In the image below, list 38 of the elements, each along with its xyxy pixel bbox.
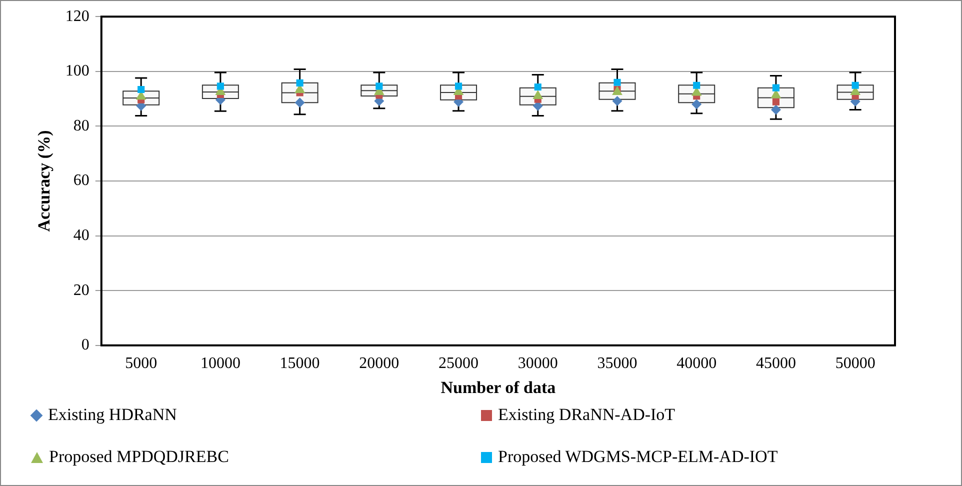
x-tick-label: 10000 [200,355,240,372]
legend-label: Existing HDRaNN [48,405,177,425]
legend-label: Proposed WDGMS-MCP-ELM-AD-IOT [498,447,778,467]
x-tick-label: 30000 [518,355,558,372]
legend-label: Existing DRaNN-AD-IoT [498,405,676,425]
x-tick-label: 25000 [438,355,479,372]
y-tick-label: 60 [73,172,90,190]
y-tick-label: 100 [65,62,90,80]
y-tick-label: 120 [65,8,90,25]
y-tick-label: 40 [73,227,90,244]
point [772,98,780,106]
point [772,84,780,92]
x-tick-label: 50000 [835,355,876,372]
point [852,82,859,89]
point [294,98,305,108]
x-tick-label: 5000 [125,355,158,372]
point [770,104,781,115]
point [216,82,224,90]
point [693,82,700,89]
point [376,82,383,90]
y-tick-label: 80 [73,117,90,134]
point [454,82,462,90]
x-tick-label: 35000 [597,355,638,372]
point [614,78,621,86]
y-tick-label: 20 [73,282,90,299]
point [692,99,702,110]
point [612,96,622,106]
y-tick-label: 0 [81,336,90,354]
x-tick-label: 40000 [676,355,717,372]
y-axis-title: Accuracy (%) [34,130,54,232]
x-axis-title: Number of data [440,378,556,398]
x-tick-label: 15000 [280,355,320,372]
point [296,79,304,86]
x-tick-label: 20000 [359,355,400,372]
x-tick-label: 45000 [756,355,796,372]
legend-label: Proposed MPDQDJREBC [49,447,229,467]
point [138,86,145,94]
point [534,83,542,91]
